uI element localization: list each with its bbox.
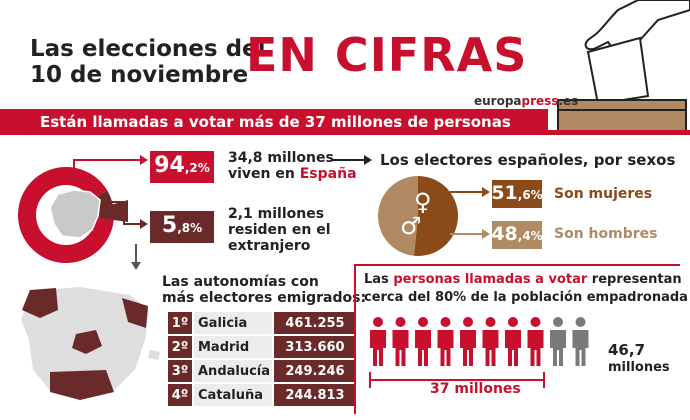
row-value: 461.255 bbox=[274, 312, 356, 334]
brand-logo: europapress.es bbox=[474, 94, 578, 108]
residence-donut-chart bbox=[18, 166, 128, 263]
connector-lines bbox=[73, 155, 372, 270]
row-rank: 4º bbox=[168, 384, 192, 406]
women-pct-int: 51 bbox=[491, 182, 518, 204]
census-line-2: cerca del 80% de la población empadronad… bbox=[364, 290, 688, 306]
ballot-box-icon bbox=[557, 0, 690, 135]
total-label-2: millones bbox=[608, 360, 670, 375]
women-label: Son mujeres bbox=[554, 186, 653, 202]
person-icon-called bbox=[482, 317, 499, 366]
row-value: 249.246 bbox=[274, 360, 356, 382]
female-symbol-icon: ♀ bbox=[414, 188, 432, 216]
person-icon-called bbox=[505, 317, 521, 366]
banner-underline bbox=[548, 130, 690, 135]
abroad-line-3: extranjero bbox=[228, 238, 311, 254]
abroad-pct-int: 5 bbox=[161, 213, 178, 238]
spain-line-2: viven en España bbox=[228, 166, 357, 182]
spain-line-2-text: viven en bbox=[228, 166, 300, 182]
census-line-1: Las personas llamadas a votar representa… bbox=[364, 272, 682, 288]
row-region: Madrid bbox=[194, 336, 272, 358]
census-frame bbox=[354, 264, 680, 414]
person-icon-called bbox=[437, 317, 454, 366]
row-rank: 2º bbox=[168, 336, 192, 358]
donut-slice-spain bbox=[18, 166, 115, 263]
men-pct-int: 48 bbox=[491, 223, 518, 245]
census-people-chart bbox=[369, 317, 589, 388]
men-pct-dec: ,4% bbox=[517, 229, 543, 243]
person-icon-called bbox=[527, 317, 544, 366]
table-row: 4º Cataluña 244.813 bbox=[168, 384, 356, 406]
abroad-pct-dec: ,8% bbox=[177, 221, 203, 235]
title-line-2: 10 de noviembre bbox=[30, 62, 249, 88]
spain-map-icon bbox=[49, 189, 101, 239]
banner: Están llamadas a votar más de 37 millone… bbox=[0, 109, 548, 135]
sexes-donut-chart: ♀ ♂ bbox=[377, 176, 458, 256]
row-region: Cataluña bbox=[194, 384, 272, 406]
brand-part-1: europa bbox=[474, 94, 522, 108]
brand-part-2: press bbox=[521, 94, 559, 108]
men-label: Son hombres bbox=[554, 226, 658, 242]
spain-pct-dec: ,2% bbox=[184, 161, 210, 175]
spain-pct-int: 94 bbox=[154, 153, 185, 178]
person-icon-called bbox=[370, 317, 386, 366]
sexes-title: Los electores españoles, por sexos bbox=[380, 151, 676, 169]
table-row: 3º Andalucía 249.246 bbox=[168, 360, 356, 382]
row-value: 313.660 bbox=[274, 336, 356, 358]
row-rank: 3º bbox=[168, 360, 192, 382]
census-text-a: Las bbox=[364, 272, 394, 287]
spain-line-1: 34,8 millones bbox=[228, 150, 334, 166]
banner-text: Están llamadas a votar más de 37 millone… bbox=[40, 113, 511, 131]
women-pct-dec: ,6% bbox=[517, 188, 543, 202]
donut-slice-men bbox=[377, 176, 418, 256]
title-en-cifras: EN CIFRAS bbox=[246, 28, 528, 82]
called-label: 37 millones bbox=[430, 381, 521, 397]
person-icon-other bbox=[572, 317, 589, 366]
spain-regions-map-icon bbox=[18, 284, 160, 402]
abroad-line-1: 2,1 millones bbox=[228, 206, 325, 222]
abroad-wedge-icon bbox=[100, 200, 128, 222]
census-text-d: cerca del 80% de la bbox=[364, 290, 512, 305]
emigrants-title-2: más electores emigrados: bbox=[162, 290, 367, 306]
emigrants-title-1: Las autonomías con bbox=[162, 274, 319, 290]
male-symbol-icon: ♂ bbox=[400, 212, 422, 240]
table-row: 1º Galicia 461.255 bbox=[168, 312, 356, 334]
table-row: 2º Madrid 313.660 bbox=[168, 336, 356, 358]
person-icon-called bbox=[392, 317, 409, 366]
abroad-pct-box: 5,8% bbox=[150, 211, 214, 243]
person-icon-called bbox=[415, 317, 431, 366]
row-region: Andalucía bbox=[194, 360, 272, 382]
sexes-connectors bbox=[450, 187, 490, 239]
spain-pct-box: 94,2% bbox=[150, 151, 214, 183]
total-label-1: 46,7 bbox=[608, 341, 646, 359]
spain-line-2-bold: España bbox=[299, 166, 357, 182]
abroad-line-2: residen en el bbox=[228, 222, 331, 238]
census-text-c: representan bbox=[587, 272, 682, 287]
person-icon-called bbox=[460, 317, 476, 366]
census-text-b: personas llamadas a votar bbox=[393, 272, 588, 287]
brand-part-3: .es bbox=[558, 94, 579, 108]
row-region: Galicia bbox=[194, 312, 272, 334]
women-pct-box: 51,6% bbox=[491, 180, 543, 208]
person-icon-other bbox=[550, 317, 566, 366]
men-pct-box: 48,4% bbox=[491, 221, 543, 249]
row-value: 244.813 bbox=[274, 384, 356, 406]
census-text-e: población empadronada bbox=[511, 290, 688, 305]
row-rank: 1º bbox=[168, 312, 192, 334]
donut-slice-women bbox=[413, 176, 458, 256]
title-line-1: Las elecciones del bbox=[30, 36, 266, 62]
